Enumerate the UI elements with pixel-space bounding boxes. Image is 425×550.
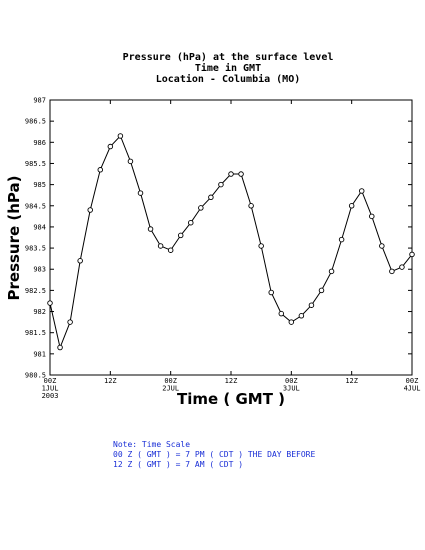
data-point <box>87 207 93 213</box>
y-tick-label: 980.5 <box>25 372 46 380</box>
data-point <box>208 194 214 201</box>
data-point <box>147 226 154 232</box>
y-tick-label: 984 <box>33 223 46 231</box>
x-tick-label: 00Z <box>164 377 177 385</box>
data-point <box>97 167 104 173</box>
chart-title-block: Pressure (hPa) at the surface level Time… <box>123 52 334 85</box>
y-tick-label: 985 <box>33 181 46 189</box>
data-point <box>167 247 174 253</box>
y-tick-label: 985.5 <box>25 160 46 168</box>
y-tick-label: 983.5 <box>25 245 46 253</box>
x-tick-label: 12Z <box>225 377 238 385</box>
data-point <box>137 190 144 196</box>
data-point <box>77 258 83 264</box>
x-tick-label: 2JUL <box>162 385 179 393</box>
data-point <box>278 310 285 317</box>
data-point <box>348 203 355 209</box>
chart-title: Pressure (hPa) at the surface level <box>123 52 334 63</box>
x-tick-label: 00Z <box>44 377 57 385</box>
data-point <box>57 344 63 351</box>
y-tick-label: 987 <box>33 97 46 105</box>
data-point <box>198 205 204 211</box>
y-axis-title: Pressure (hPa) <box>5 176 23 301</box>
data-point <box>318 287 325 294</box>
data-point <box>288 319 295 325</box>
data-point <box>177 232 184 239</box>
data-point <box>409 251 415 258</box>
chart-subtitle-location: Location - Columbia (MO) <box>156 73 301 85</box>
data-point <box>117 133 124 139</box>
data-point <box>399 264 405 270</box>
x-tick-label: 12Z <box>345 377 358 385</box>
y-tick-label: 986 <box>33 139 46 147</box>
data-point <box>47 300 53 306</box>
note-line-2: 00 Z ( GMT ) = 7 PM ( CDT ) THE DAY BEFO… <box>113 450 315 459</box>
note-line-3: 12 Z ( GMT ) = 7 AM ( CDT ) <box>113 460 243 469</box>
pressure-series-line <box>49 135 413 350</box>
data-point <box>298 313 305 319</box>
data-point <box>328 268 335 275</box>
data-point <box>308 302 315 308</box>
x-tick-label: 4JUL <box>404 385 421 393</box>
y-tick-label: 983 <box>33 266 46 274</box>
y-axis-ticks: 980.5 981 981.5 982 982.5 983 983.5 984 984.5 985… <box>25 97 412 380</box>
x-tick-label: 3JUL <box>283 385 300 393</box>
note-line-1: Note: Time Scale <box>113 440 190 449</box>
data-point <box>258 243 264 249</box>
data-point <box>107 143 114 150</box>
series-layer <box>47 133 415 351</box>
data-point <box>338 236 345 243</box>
data-point <box>238 171 244 177</box>
chart-subtitle-time: Time in GMT <box>195 62 261 74</box>
x-tick-label: 00Z <box>285 377 298 385</box>
data-point <box>157 243 164 249</box>
time-scale-note: Note: Time Scale 00 Z ( GMT ) = 7 PM ( C… <box>113 440 315 469</box>
x-tick-label: 12Z <box>104 377 117 385</box>
x-axis-title: Time ( GMT ) <box>177 390 285 408</box>
data-point <box>369 213 375 220</box>
y-tick-label: 982.5 <box>25 287 46 295</box>
y-tick-label: 981.5 <box>25 329 46 337</box>
data-point <box>218 181 224 188</box>
data-point <box>228 171 234 177</box>
y-tick-label: 984.5 <box>25 202 46 210</box>
x-tick-label: 2003 <box>42 392 59 400</box>
plot-area <box>49 99 413 376</box>
y-tick-label: 986.5 <box>25 118 46 126</box>
data-point <box>358 188 365 194</box>
data-point <box>389 268 395 275</box>
x-tick-label: 00Z <box>406 377 419 385</box>
data-point <box>248 203 254 209</box>
data-point <box>188 219 194 226</box>
x-tick-label: 1JUL <box>42 385 59 393</box>
y-tick-label: 982 <box>33 308 46 316</box>
data-point <box>379 243 385 249</box>
y-tick-label: 981 <box>33 350 46 358</box>
data-point <box>67 319 73 325</box>
data-point <box>127 158 134 165</box>
data-point <box>268 289 274 296</box>
